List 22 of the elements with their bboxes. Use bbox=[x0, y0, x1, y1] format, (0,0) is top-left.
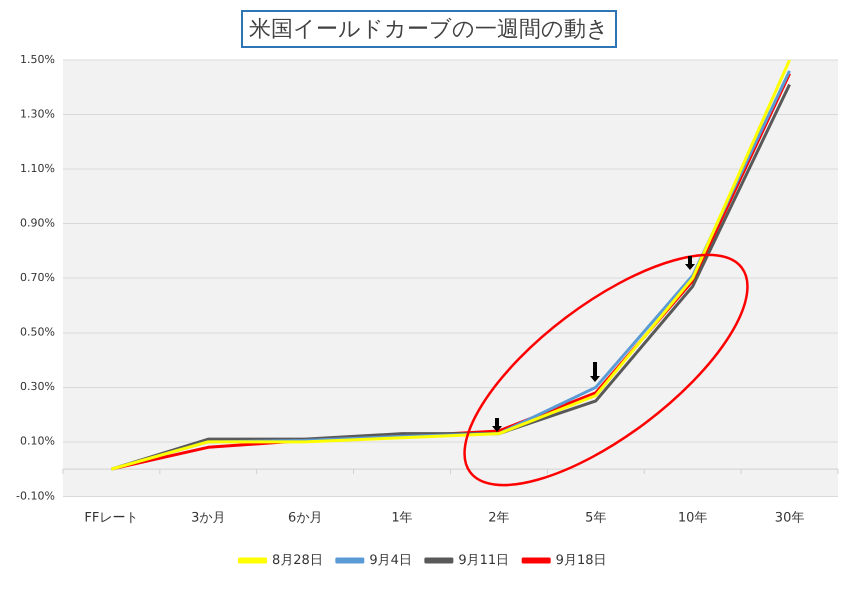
legend-label: 9月11日 bbox=[458, 552, 510, 568]
x-tick-label: 1年 bbox=[391, 510, 413, 526]
y-tick-label: 0.10% bbox=[20, 434, 55, 448]
y-tick-label: 0.70% bbox=[20, 271, 55, 284]
chart-title: 米国イールドカーブの一週間の動き bbox=[241, 10, 617, 48]
y-tick-label: 0.30% bbox=[20, 380, 55, 394]
legend-label: 9月18日 bbox=[556, 552, 607, 568]
y-tick-label: 1.10% bbox=[20, 162, 55, 175]
x-tick-label: FFレート bbox=[84, 510, 138, 526]
y-tick-label: 0.90% bbox=[20, 216, 55, 230]
x-tick-label: 5年 bbox=[585, 510, 606, 526]
x-tick-label: 3か月 bbox=[191, 510, 226, 526]
y-tick-label: 1.50% bbox=[20, 52, 55, 66]
x-tick-label: 2年 bbox=[488, 510, 510, 526]
y-tick-label: 0.50% bbox=[20, 326, 55, 339]
x-tick-label: 6か月 bbox=[288, 510, 322, 526]
x-tick-label: 10年 bbox=[678, 510, 708, 526]
x-tick-label: 30年 bbox=[774, 510, 804, 526]
y-tick-label: 1.30% bbox=[20, 107, 55, 120]
legend-label: 8月28日 bbox=[272, 552, 323, 568]
y-tick-label: -0.10% bbox=[16, 489, 55, 502]
legend-label: 9月4日 bbox=[369, 552, 412, 568]
